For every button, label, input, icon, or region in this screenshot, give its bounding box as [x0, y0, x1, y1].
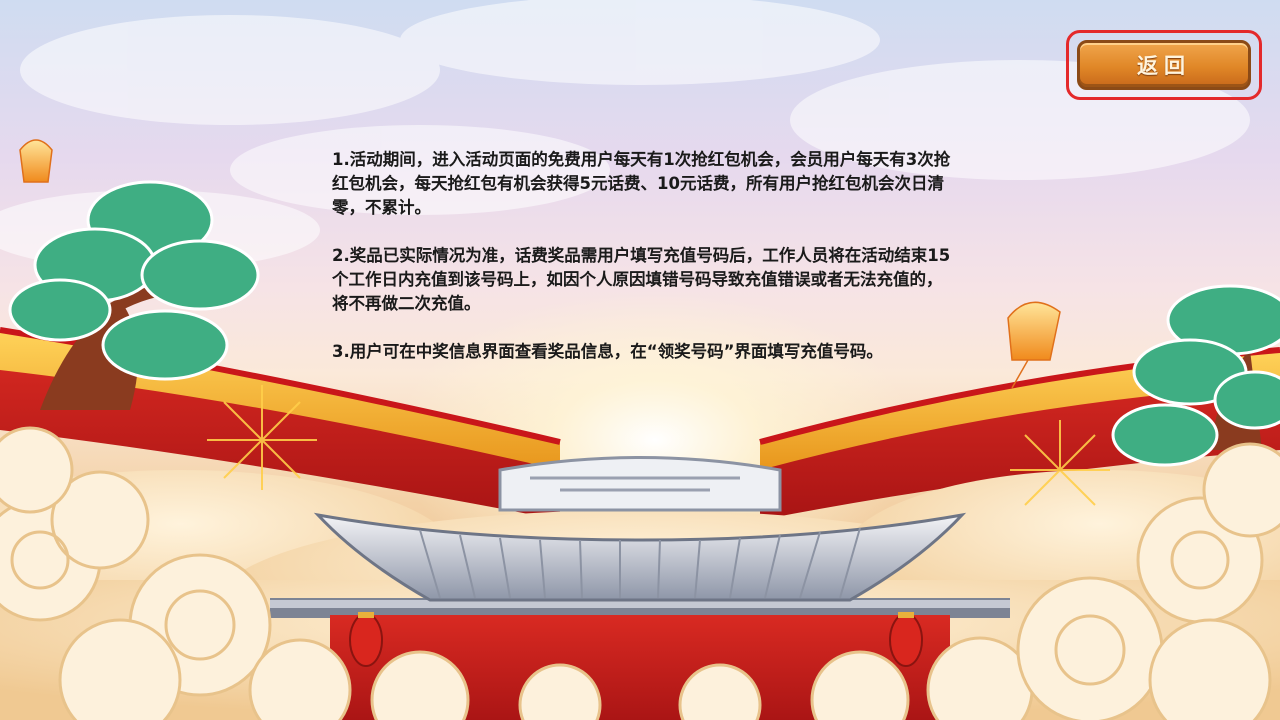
rule-item-1: 1.活动期间，进入活动页面的免费用户每天有1次抢红包机会，会员用户每天有3次抢红… — [332, 150, 951, 217]
pine-tree-icon — [8, 180, 260, 410]
sky-lantern-icon — [19, 139, 1061, 389]
rule-item-3: 3.用户可在中奖信息界面查看奖品信息，在“领奖号码”界面填写充值号码。 — [332, 342, 883, 361]
cloud-swirls — [10, 530, 1230, 686]
rules-text: 1.活动期间，进入活动页面的免费用户每天有1次抢红包机会，会员用户每天有3次抢红… — [332, 148, 956, 388]
back-button[interactable]: 返回 — [1077, 40, 1251, 90]
sky-clouds — [0, 0, 1250, 270]
back-button-frame: 返回 — [1066, 30, 1262, 100]
rule-item-2: 2.奖品已实际情况为准，话费奖品需用户填写充值号码后，工作人员将在活动结束15个… — [332, 246, 951, 313]
firework-icon — [207, 385, 1110, 506]
palace-roof-icon — [313, 456, 967, 602]
pine-tree-icon — [1111, 284, 1280, 467]
cloud-icon — [0, 426, 1280, 720]
red-lantern-icon — [349, 612, 923, 667]
